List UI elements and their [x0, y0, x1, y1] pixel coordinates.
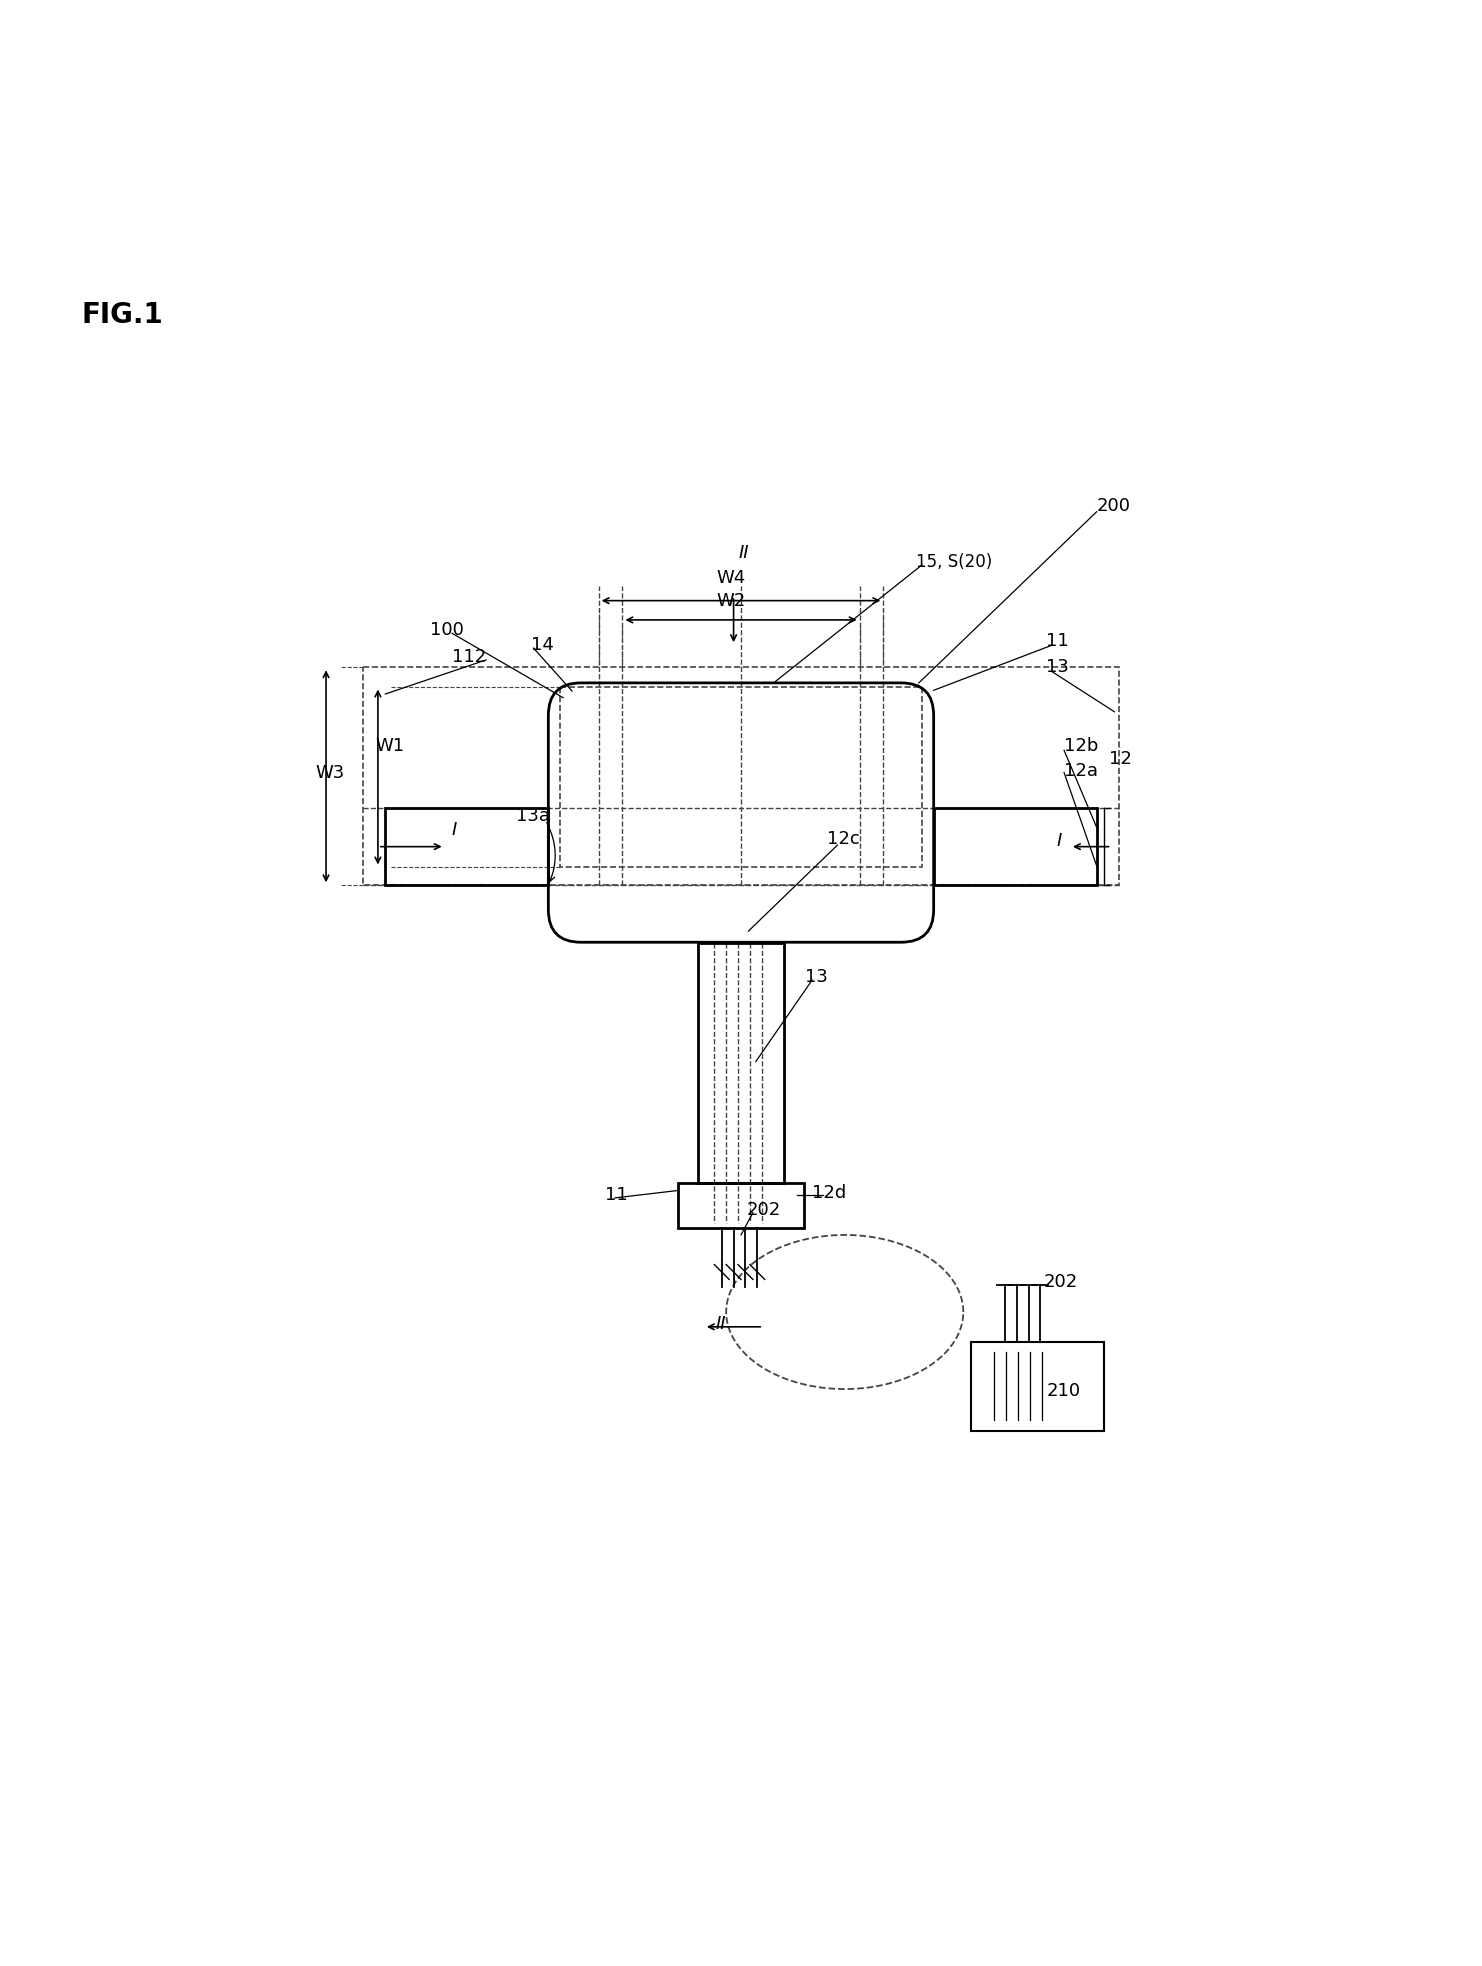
Text: I: I — [452, 822, 458, 839]
Text: 13a: 13a — [516, 806, 550, 824]
Text: 12a: 12a — [1064, 763, 1098, 781]
Text: FIG.1: FIG.1 — [82, 301, 163, 328]
Text: 13: 13 — [805, 967, 827, 987]
Text: 12: 12 — [1109, 751, 1131, 769]
Text: 112: 112 — [452, 649, 486, 666]
Text: W2: W2 — [716, 592, 745, 609]
Text: W1: W1 — [375, 737, 405, 755]
Text: 12d: 12d — [812, 1184, 846, 1203]
Text: 13: 13 — [1046, 659, 1069, 676]
Text: 202: 202 — [1043, 1274, 1077, 1292]
Text: 15, S(20): 15, S(20) — [916, 552, 991, 570]
Text: 210: 210 — [1046, 1382, 1080, 1400]
Text: 11: 11 — [1046, 631, 1069, 649]
Text: 12b: 12b — [1064, 737, 1098, 755]
Text: II: II — [738, 545, 748, 562]
Text: 202: 202 — [747, 1201, 781, 1219]
Text: II: II — [716, 1315, 726, 1333]
Text: 14: 14 — [531, 637, 553, 655]
Text: W4: W4 — [716, 570, 745, 588]
Text: 200: 200 — [1097, 497, 1131, 515]
Text: 100: 100 — [430, 621, 464, 639]
Text: I: I — [1057, 832, 1063, 849]
Text: 12c: 12c — [827, 830, 860, 847]
Text: W3: W3 — [316, 763, 345, 782]
Text: 11: 11 — [605, 1185, 627, 1203]
